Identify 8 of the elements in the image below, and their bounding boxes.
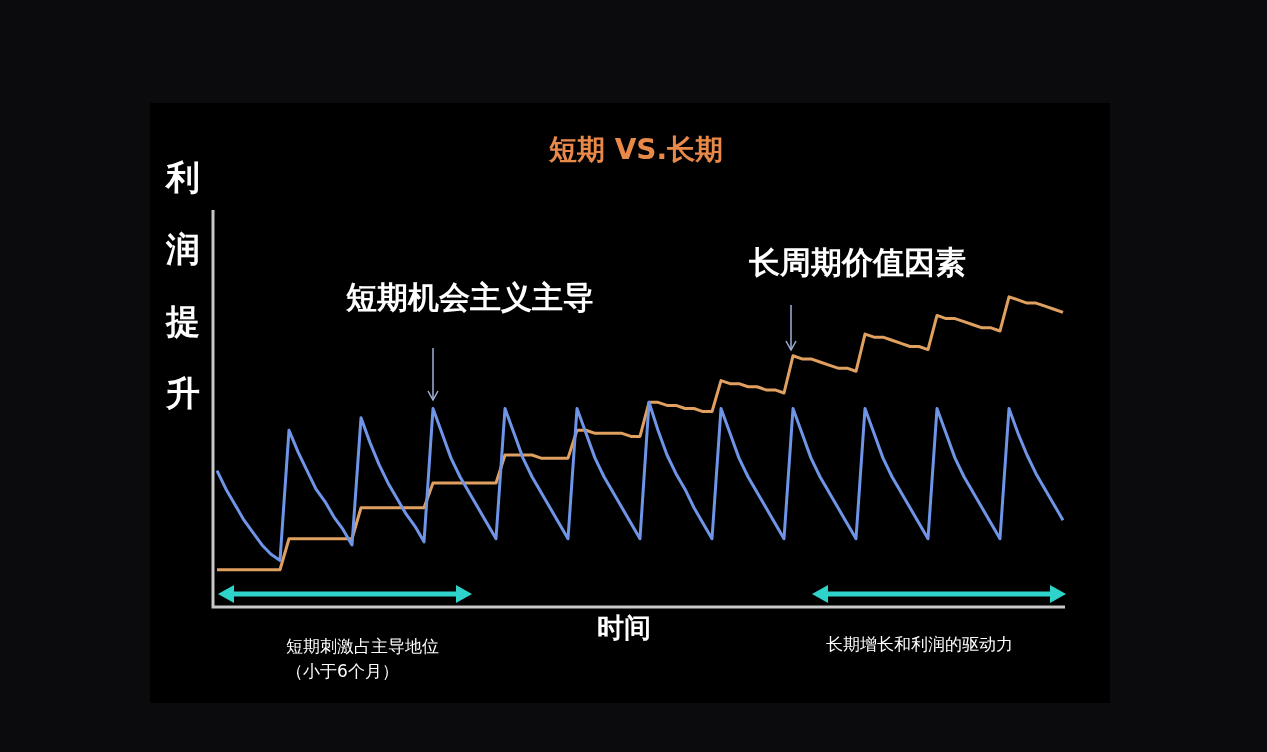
text: 长期增长和利润的驱动力 [826,634,1013,655]
text: （小于6个月） [286,661,399,682]
y-axis-title: 利润提升 [164,156,200,413]
x-axis-title: 时间 [597,612,651,644]
text: 长周期价值因素 [747,244,966,281]
chart-title: 短期 VS.长期 [547,133,724,167]
annotation: 短期机会主义主导 [345,279,594,316]
text: 短期刺激占主导地位 [286,636,439,657]
